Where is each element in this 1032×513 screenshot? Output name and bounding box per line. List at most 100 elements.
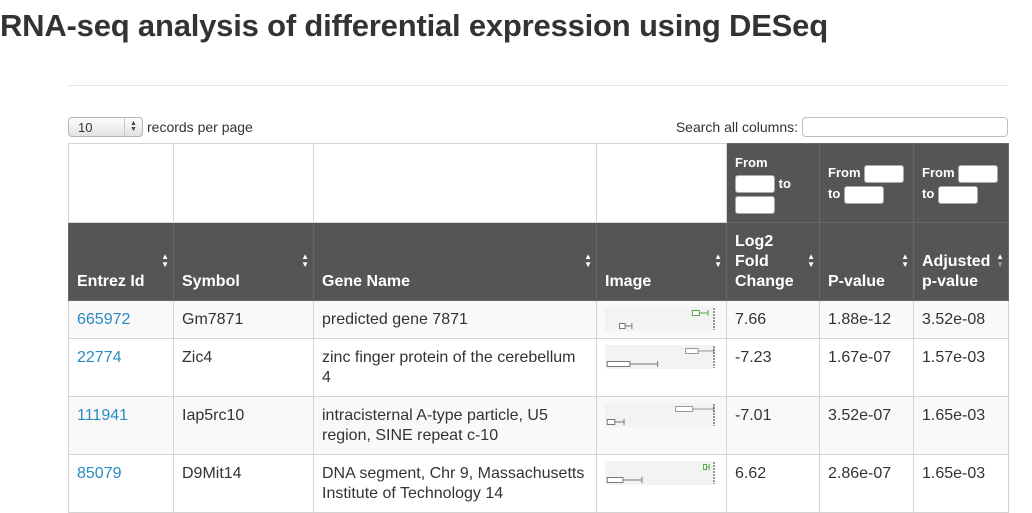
filter-cell-empty <box>173 143 314 223</box>
column-label: Entrez Id <box>77 273 145 290</box>
column-header-image[interactable]: Image ▲ ▼ <box>596 222 727 301</box>
filter-log2fc-from-input[interactable] <box>735 175 775 194</box>
log2fc-cell: -7.23 <box>726 338 820 397</box>
group-b-box <box>691 310 700 316</box>
symbol-cell: D9Mit14 <box>173 454 314 513</box>
column-label: Symbol <box>182 273 240 290</box>
gene-name-cell: intracisternal A-type particle, U5 regio… <box>313 396 597 455</box>
sort-both-icon: ▲ ▼ <box>161 252 169 269</box>
records-per-page-control: 10 ▲ ▼ records per page <box>68 117 253 137</box>
table-row: 85079 D9Mit14 DNA segment, Chr 9, Massac… <box>68 454 1009 513</box>
page-title: RNA-seq analysis of differential express… <box>0 8 828 43</box>
image-cell <box>596 300 727 339</box>
column-header-log2-fold-change[interactable]: Log2 Fold Change ▲ ▼ <box>726 222 820 301</box>
padj-cell: 1.57e-03 <box>913 338 1009 397</box>
image-cell <box>596 454 727 513</box>
expression-boxplot-image <box>605 345 715 369</box>
symbol-cell: Iap5rc10 <box>173 396 314 455</box>
search-label: Search all columns: <box>675 119 798 135</box>
header-row: Entrez Id ▲ ▼ Symbol ▲ ▼ Gene Name ▲ ▼ Image ▲ ▼… <box>68 222 1009 301</box>
filter-row: From to From to From to <box>68 143 1009 223</box>
sort-both-icon: ▲ ▼ <box>714 252 722 269</box>
results-table: From to From to From to Entrez Id ▲ ▼ Symb… <box>68 143 1009 513</box>
group-b-box <box>703 464 708 470</box>
padj-cell: 3.52e-08 <box>913 300 1009 339</box>
group-a-box <box>606 361 631 367</box>
table-row: 22774 Zic4 zinc finger protein of the ce… <box>68 338 1009 397</box>
entrez-id-link[interactable]: 22774 <box>77 349 122 366</box>
entrez-id-link[interactable]: 85079 <box>77 465 122 482</box>
filter-from-label: From <box>922 165 955 180</box>
filter-padj-to-input[interactable] <box>937 185 978 204</box>
column-label: Gene Name <box>322 273 411 290</box>
column-label: Image <box>605 273 652 290</box>
image-cell <box>596 338 727 397</box>
filter-cell-empty <box>313 143 597 223</box>
expression-boxplot-image <box>605 307 715 331</box>
filter-padj-from-input[interactable] <box>958 164 999 183</box>
column-header-entrez-id[interactable]: Entrez Id ▲ ▼ <box>68 222 174 301</box>
entrez-id-cell: 665972 <box>68 300 174 339</box>
column-header-p-value[interactable]: P-value ▲ ▼ <box>819 222 914 301</box>
log2fc-cell: 6.62 <box>726 454 820 513</box>
records-per-page-value: 10 <box>78 119 93 135</box>
filter-pvalue-from-input[interactable] <box>864 164 905 183</box>
records-per-page-label: records per page <box>147 119 253 135</box>
column-header-symbol[interactable]: Symbol ▲ ▼ <box>173 222 314 301</box>
sort-both-icon: ▲ ▼ <box>901 252 909 269</box>
gene-name-cell: zinc finger protein of the cerebellum 4 <box>313 338 597 397</box>
sort-both-icon: ▲ ▼ <box>301 252 309 269</box>
filter-pvalue-to-input[interactable] <box>843 185 884 204</box>
log2fc-cell: -7.01 <box>726 396 820 455</box>
gene-name-cell: predicted gene 7871 <box>313 300 597 339</box>
entrez-id-cell: 111941 <box>68 396 174 455</box>
pvalue-cell: 3.52e-07 <box>819 396 914 455</box>
table-row: 111941 Iap5rc10 intracisternal A-type pa… <box>68 396 1009 455</box>
divider <box>68 85 1008 86</box>
symbol-cell: Gm7871 <box>173 300 314 339</box>
entrez-id-link[interactable]: 665972 <box>77 311 131 328</box>
table-row: 665972 Gm7871 predicted gene 7871 7.66 1… <box>68 300 1009 339</box>
symbol-cell: Zic4 <box>173 338 314 397</box>
expression-boxplot-image <box>605 403 715 427</box>
entrez-id-link[interactable]: 111941 <box>77 407 129 424</box>
filter-cell-empty <box>68 143 174 223</box>
filter-pvalue: From to <box>819 143 914 223</box>
search-input[interactable] <box>802 117 1008 137</box>
search-control: Search all columns: <box>676 117 1008 137</box>
column-header-gene-name[interactable]: Gene Name ▲ ▼ <box>313 222 597 301</box>
expression-boxplot-image <box>605 461 715 485</box>
select-arrows-icon: ▲ ▼ <box>124 118 142 136</box>
pvalue-cell: 2.86e-07 <box>819 454 914 513</box>
padj-cell: 1.65e-03 <box>913 454 1009 513</box>
filter-log2fc-to-input[interactable] <box>735 196 775 215</box>
filter-to-label: to <box>922 186 935 201</box>
filter-from-label: From <box>735 154 768 170</box>
sort-asc-icon: ▲ ▼ <box>996 252 1004 269</box>
table-body: 665972 Gm7871 predicted gene 7871 7.66 1… <box>68 300 1009 513</box>
records-per-page-select[interactable]: 10 ▲ ▼ <box>68 117 143 137</box>
image-cell <box>596 396 727 455</box>
filter-to-label: to <box>778 175 791 191</box>
column-label: P-value <box>828 273 885 290</box>
group-b-box <box>675 406 694 412</box>
column-header-adjusted-p-value[interactable]: Adjusted p-value ▲ ▼ <box>913 222 1009 301</box>
filter-log2fc: From to <box>726 143 820 223</box>
pvalue-cell: 1.88e-12 <box>819 300 914 339</box>
log2fc-cell: 7.66 <box>726 300 820 339</box>
group-a-box <box>619 323 626 329</box>
group-b-box <box>685 348 699 354</box>
filter-to-label: to <box>828 186 841 201</box>
pvalue-cell: 1.67e-07 <box>819 338 914 397</box>
entrez-id-cell: 85079 <box>68 454 174 513</box>
filter-from-label: From <box>828 165 861 180</box>
sort-both-icon: ▲ ▼ <box>807 252 815 269</box>
plot-background <box>605 403 713 427</box>
filter-padj: From to <box>913 143 1009 223</box>
filter-cell-empty <box>596 143 727 223</box>
column-label: Log2 Fold Change <box>735 233 794 290</box>
gene-name-cell: DNA segment, Chr 9, Massachusetts Instit… <box>313 454 597 513</box>
column-label: Adjusted p-value <box>922 253 991 290</box>
entrez-id-cell: 22774 <box>68 338 174 397</box>
group-a-box <box>606 419 616 425</box>
